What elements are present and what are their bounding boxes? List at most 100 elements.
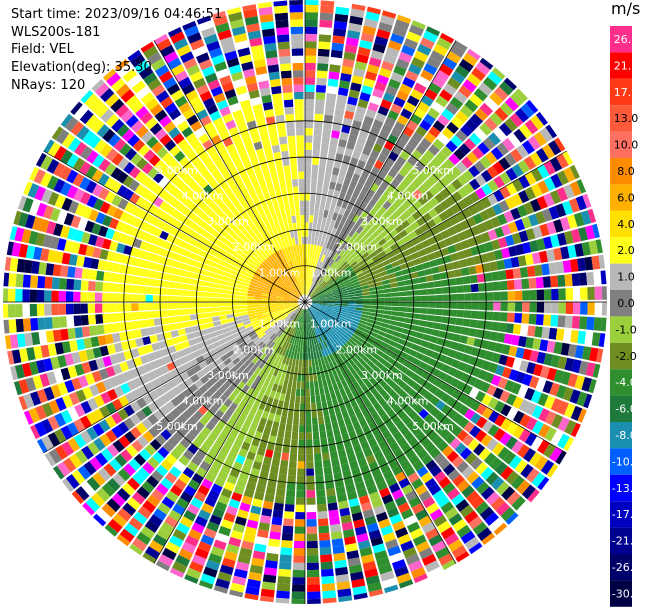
velocity-gate xyxy=(344,360,352,369)
velocity-gate xyxy=(254,302,262,305)
velocity-gate xyxy=(103,271,112,282)
velocity-gate xyxy=(249,281,258,287)
velocity-gate xyxy=(405,312,414,319)
velocity-gate xyxy=(318,423,326,432)
velocity-gate xyxy=(360,210,369,220)
velocity-gate xyxy=(543,443,557,459)
velocity-gate xyxy=(463,310,472,319)
velocity-gate xyxy=(290,285,296,292)
velocity-gate xyxy=(96,324,105,335)
velocity-gate xyxy=(374,81,387,92)
velocity-gate xyxy=(548,327,558,340)
velocity-gate xyxy=(123,350,133,361)
velocity-gate xyxy=(485,151,498,165)
velocity-gate xyxy=(435,400,446,411)
velocity-gate xyxy=(264,108,275,118)
velocity-gate xyxy=(179,334,188,343)
velocity-gate xyxy=(290,300,298,302)
velocity-gate xyxy=(250,232,258,240)
velocity-gate xyxy=(219,284,227,290)
velocity-gate xyxy=(285,270,291,278)
velocity-gate xyxy=(332,334,339,342)
velocity-gate xyxy=(127,74,142,88)
velocity-gate xyxy=(516,479,531,495)
velocity-gate xyxy=(578,360,589,375)
velocity-gate xyxy=(457,174,469,186)
velocity-gate xyxy=(143,362,153,373)
velocity-gate xyxy=(246,578,261,589)
velocity-gate xyxy=(332,290,340,295)
velocity-gate xyxy=(478,311,486,320)
velocity-gate xyxy=(536,289,545,301)
velocity-gate xyxy=(174,343,184,352)
velocity-gate xyxy=(265,365,273,373)
velocity-gate xyxy=(340,293,348,297)
velocity-gate xyxy=(175,191,186,202)
velocity-gate xyxy=(406,302,414,307)
velocity-gate xyxy=(182,308,190,315)
velocity-gate xyxy=(137,506,152,519)
velocity-gate xyxy=(256,341,264,349)
velocity-gate xyxy=(360,366,368,375)
velocity-gate xyxy=(384,584,399,594)
velocity-gate xyxy=(69,340,79,352)
velocity-gate xyxy=(146,278,155,287)
velocity-gate xyxy=(282,217,288,225)
velocity-gate xyxy=(525,99,539,114)
velocity-gate xyxy=(220,229,230,239)
velocity-gate xyxy=(224,50,238,61)
velocity-gate xyxy=(181,340,190,349)
velocity-gate xyxy=(307,288,312,296)
velocity-gate xyxy=(557,232,567,246)
velocity-gate xyxy=(362,291,370,296)
velocity-gate xyxy=(450,44,465,58)
velocity-gate xyxy=(213,215,223,225)
velocity-gate xyxy=(536,238,546,251)
velocity-gate xyxy=(300,338,304,346)
velocity-gate xyxy=(241,540,254,551)
velocity-gate xyxy=(109,240,119,252)
velocity-gate xyxy=(511,440,524,454)
velocity-gate xyxy=(335,412,344,421)
velocity-gate xyxy=(102,313,111,324)
velocity-gate xyxy=(260,21,275,30)
velocity-gate xyxy=(284,372,290,380)
velocity-gate xyxy=(182,108,195,120)
velocity-gate xyxy=(340,72,352,82)
velocity-gate xyxy=(278,249,284,257)
velocity-gate xyxy=(226,474,238,485)
velocity-gate xyxy=(286,482,296,491)
velocity-gate xyxy=(338,373,345,382)
velocity-gate xyxy=(367,348,376,357)
velocity-gate xyxy=(198,323,207,331)
velocity-gate xyxy=(391,297,400,302)
velocity-gate xyxy=(317,238,322,246)
velocity-gate xyxy=(486,292,494,301)
velocity-gate xyxy=(208,431,219,442)
velocity-gate xyxy=(53,145,67,161)
velocity-gate xyxy=(239,299,248,302)
velocity-gate xyxy=(380,570,395,582)
velocity-gate xyxy=(384,500,397,512)
velocity-gate xyxy=(398,306,407,312)
velocity-gate xyxy=(362,302,371,305)
velocity-gate xyxy=(307,288,311,296)
velocity-gate xyxy=(322,285,330,290)
velocity-gate xyxy=(401,328,410,335)
velocity-gate xyxy=(521,216,532,229)
velocity-gate xyxy=(51,303,59,316)
velocity-gate xyxy=(40,155,53,171)
velocity-gate xyxy=(346,340,354,348)
velocity-gate xyxy=(171,419,182,431)
velocity-gate xyxy=(446,396,457,408)
velocity-gate xyxy=(463,345,473,355)
velocity-gate xyxy=(267,320,275,326)
velocity-gate xyxy=(340,272,348,278)
velocity-gate xyxy=(198,133,210,144)
velocity-gate xyxy=(116,242,126,254)
velocity-gate xyxy=(283,379,289,388)
velocity-gate xyxy=(224,408,234,418)
velocity-gate xyxy=(512,268,522,279)
velocity-gate xyxy=(278,422,286,431)
velocity-gate xyxy=(411,57,425,69)
